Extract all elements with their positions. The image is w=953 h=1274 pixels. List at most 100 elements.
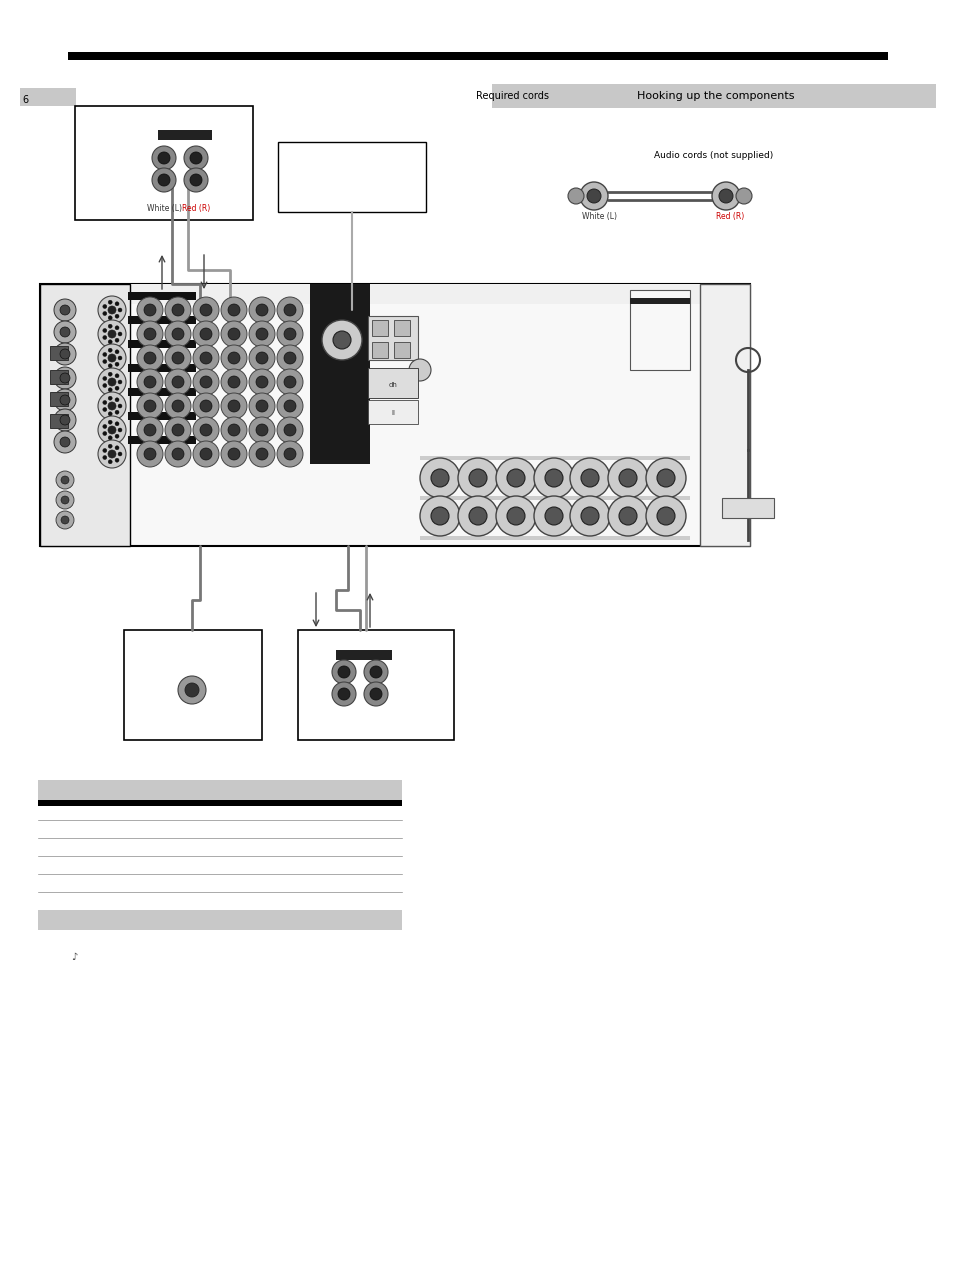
Bar <box>297 631 454 740</box>
Circle shape <box>108 306 116 313</box>
Text: II: II <box>391 410 395 417</box>
Bar <box>128 436 195 445</box>
Circle shape <box>193 417 219 443</box>
Circle shape <box>172 304 184 316</box>
Circle shape <box>580 507 598 525</box>
Circle shape <box>103 329 107 333</box>
Bar <box>128 389 195 396</box>
Circle shape <box>249 417 274 443</box>
Circle shape <box>103 448 107 452</box>
Circle shape <box>284 448 295 460</box>
Circle shape <box>178 676 206 705</box>
Circle shape <box>364 660 388 684</box>
Circle shape <box>276 321 303 347</box>
Bar <box>38 780 401 800</box>
Bar <box>50 392 68 406</box>
Circle shape <box>60 437 70 447</box>
Circle shape <box>184 147 208 169</box>
Circle shape <box>158 152 170 164</box>
Circle shape <box>108 340 112 344</box>
Circle shape <box>200 448 212 460</box>
Circle shape <box>152 168 175 192</box>
Circle shape <box>228 352 240 364</box>
Circle shape <box>103 400 107 404</box>
Circle shape <box>165 345 191 371</box>
Circle shape <box>200 376 212 389</box>
Circle shape <box>108 387 112 392</box>
Bar <box>38 800 401 806</box>
Circle shape <box>137 345 163 371</box>
Circle shape <box>580 469 598 487</box>
Circle shape <box>193 441 219 468</box>
Circle shape <box>419 496 459 536</box>
Text: White (L): White (L) <box>582 211 617 220</box>
Circle shape <box>103 312 107 316</box>
Circle shape <box>115 410 119 414</box>
Circle shape <box>115 326 119 330</box>
Circle shape <box>172 400 184 412</box>
Bar <box>128 316 195 324</box>
Circle shape <box>60 304 70 315</box>
Circle shape <box>108 403 116 410</box>
Circle shape <box>276 345 303 371</box>
Circle shape <box>184 168 208 192</box>
Bar <box>335 650 392 660</box>
Circle shape <box>457 457 497 498</box>
Circle shape <box>657 507 675 525</box>
Circle shape <box>200 304 212 316</box>
Circle shape <box>152 147 175 169</box>
Circle shape <box>108 426 116 434</box>
Circle shape <box>249 321 274 347</box>
Circle shape <box>200 352 212 364</box>
Circle shape <box>221 392 247 419</box>
Circle shape <box>228 327 240 340</box>
Circle shape <box>54 431 76 454</box>
Circle shape <box>98 296 126 324</box>
Circle shape <box>103 383 107 387</box>
Circle shape <box>165 417 191 443</box>
Bar <box>277 141 426 211</box>
Circle shape <box>735 189 751 204</box>
Circle shape <box>506 469 524 487</box>
Circle shape <box>221 417 247 443</box>
Circle shape <box>103 456 107 460</box>
Circle shape <box>409 359 431 381</box>
Bar <box>368 368 417 397</box>
Circle shape <box>137 417 163 443</box>
Circle shape <box>115 315 119 318</box>
Bar <box>75 106 253 220</box>
Circle shape <box>98 344 126 372</box>
Circle shape <box>103 408 107 412</box>
Circle shape <box>108 460 112 464</box>
Circle shape <box>108 396 112 400</box>
Circle shape <box>61 476 69 484</box>
Circle shape <box>98 440 126 468</box>
Circle shape <box>255 327 268 340</box>
Circle shape <box>255 400 268 412</box>
Circle shape <box>54 367 76 389</box>
Circle shape <box>228 448 240 460</box>
Circle shape <box>61 496 69 505</box>
Circle shape <box>496 457 536 498</box>
Circle shape <box>144 352 156 364</box>
Circle shape <box>337 688 350 699</box>
Circle shape <box>496 496 536 536</box>
Bar <box>158 130 212 140</box>
Circle shape <box>719 189 732 203</box>
Circle shape <box>711 182 740 210</box>
Circle shape <box>115 302 119 306</box>
Circle shape <box>228 424 240 436</box>
Circle shape <box>249 345 274 371</box>
Circle shape <box>221 369 247 395</box>
Circle shape <box>607 457 647 498</box>
Circle shape <box>333 331 351 349</box>
Circle shape <box>103 335 107 339</box>
Circle shape <box>115 350 119 354</box>
Bar <box>38 910 401 930</box>
Circle shape <box>255 448 268 460</box>
Bar <box>492 84 935 108</box>
Bar <box>368 400 417 424</box>
Circle shape <box>332 660 355 684</box>
Bar <box>128 292 195 299</box>
Circle shape <box>118 380 122 383</box>
